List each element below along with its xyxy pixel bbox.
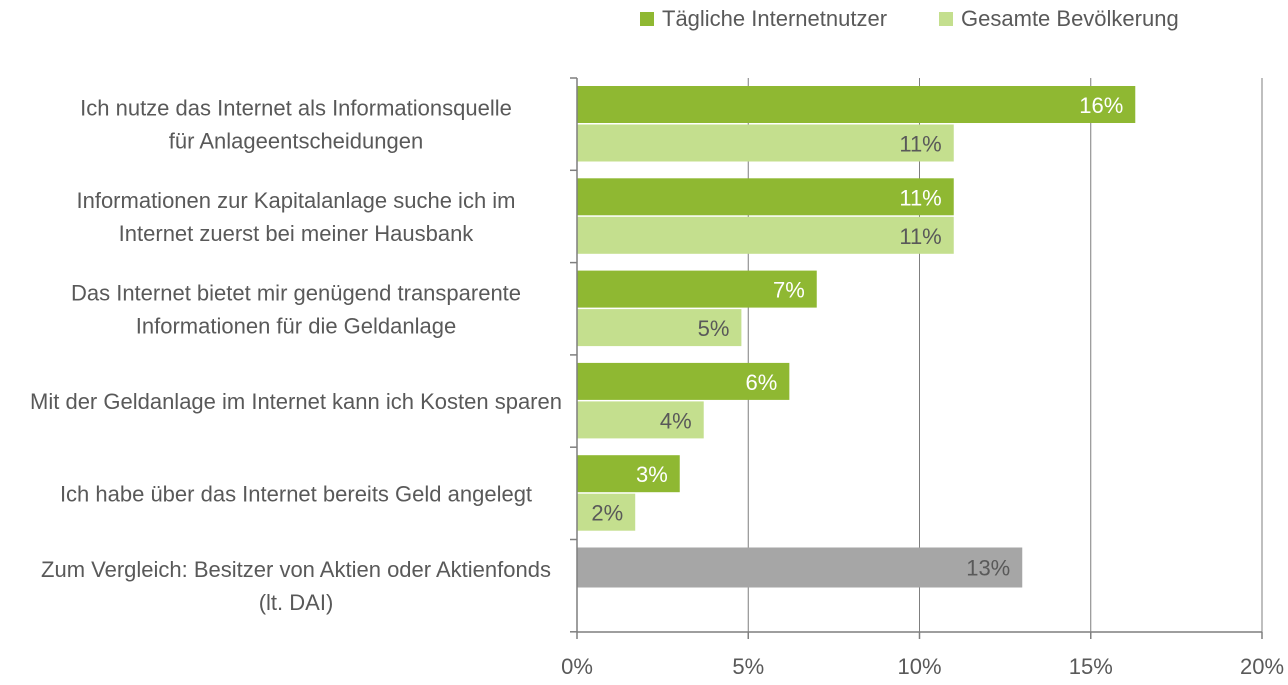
- category-label: für Anlageentscheidungen: [169, 129, 423, 154]
- x-tick-label: 10%: [897, 654, 941, 679]
- data-label-series-1: 3%: [636, 462, 668, 487]
- bar-series-2: [577, 309, 742, 347]
- category-label: (lt. DAI): [259, 590, 334, 615]
- bar-series-1: [577, 86, 1136, 123]
- legend-swatch-series-1: [640, 12, 654, 26]
- legend-item-series-1: Tägliche Internetnutzer: [640, 6, 887, 32]
- category-label: Das Internet bietet mir genügend transpa…: [71, 280, 521, 305]
- x-tick-label: 20%: [1240, 654, 1284, 679]
- data-label-series-1: 11%: [899, 185, 941, 210]
- bar-series-2: [577, 216, 954, 254]
- legend-item-series-2: Gesamte Bevölkerung: [939, 6, 1179, 32]
- category-label: Zum Vergleich: Besitzer von Aktien oder …: [41, 557, 551, 582]
- data-label-series-2: 11%: [899, 224, 941, 249]
- bar-series-2: [577, 124, 954, 162]
- chart-legend: Tägliche Internetnutzer Gesamte Bevölker…: [640, 6, 1179, 32]
- category-label: Ich nutze das Internet als Informationsq…: [80, 96, 512, 121]
- data-label-series-2: 5%: [698, 316, 730, 341]
- category-label: Informationen zur Kapitalanlage suche ic…: [76, 188, 515, 213]
- x-tick-label: 15%: [1069, 654, 1113, 679]
- data-label-series-1: 7%: [773, 278, 805, 303]
- bar-series-1: [577, 362, 790, 400]
- bar-series-2: [577, 493, 636, 531]
- bar-series-1: [577, 455, 680, 493]
- data-label-series-2: 11%: [899, 132, 941, 157]
- category-label: Ich habe über das Internet bereits Geld …: [60, 481, 532, 506]
- legend-label-series-2: Gesamte Bevölkerung: [961, 6, 1179, 31]
- x-tick-label: 0%: [561, 654, 593, 679]
- category-label: Informationen für die Geldanlage: [136, 313, 456, 338]
- category-label: Mit der Geldanlage im Internet kann ich …: [30, 389, 562, 414]
- legend-label-series-1: Tägliche Internetnutzer: [662, 6, 888, 31]
- comparison-bar: [577, 547, 1023, 588]
- bar-series-2: [577, 401, 704, 439]
- bar-series-1: [577, 178, 954, 216]
- data-label-series-1: 16%: [1079, 93, 1123, 118]
- bar-series-1: [577, 270, 817, 308]
- x-tick-label: 5%: [732, 654, 764, 679]
- comparison-data-label: 13%: [966, 556, 1010, 581]
- data-label-series-2: 2%: [591, 501, 623, 526]
- data-label-series-2: 4%: [660, 408, 692, 433]
- category-label: Internet zuerst bei meiner Hausbank: [119, 221, 475, 246]
- data-label-series-1: 6%: [746, 370, 778, 395]
- legend-swatch-series-2: [939, 12, 954, 26]
